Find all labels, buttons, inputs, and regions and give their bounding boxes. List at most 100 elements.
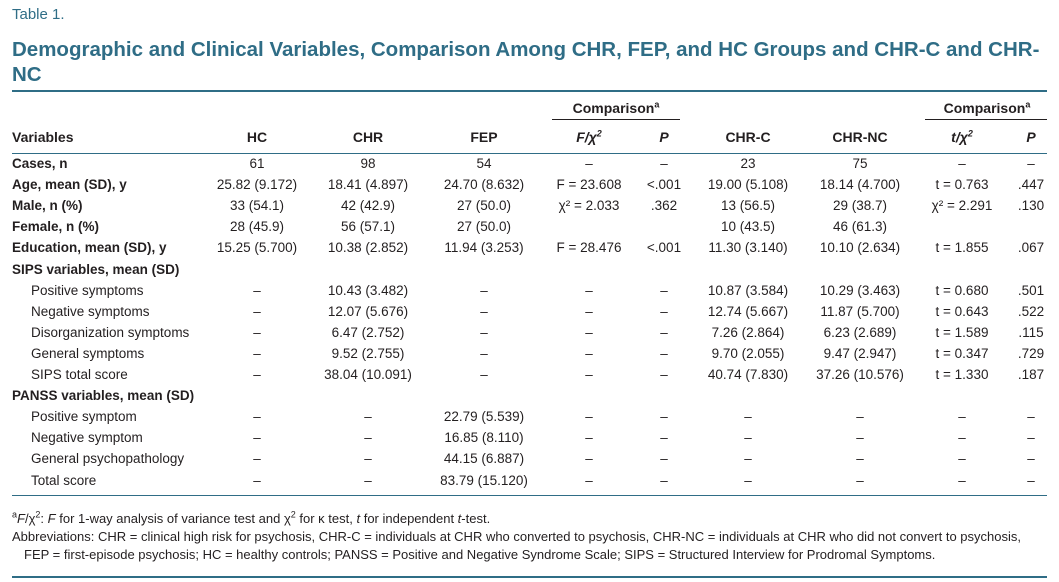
cell-hc: – <box>253 451 261 466</box>
cell-p2: .115 <box>1018 325 1044 340</box>
cell-hc: – <box>253 304 261 319</box>
cell-fep: – <box>480 325 488 340</box>
cell-stat1: – <box>585 304 593 319</box>
col-header-hc: HC <box>246 129 268 145</box>
cell-hc: 28 (45.9) <box>229 219 285 234</box>
cell-chr: – <box>364 451 372 466</box>
cell-p1: – <box>660 325 668 340</box>
cell-fep: 83.79 (15.120) <box>440 473 528 488</box>
col-header-p2: P <box>1026 129 1036 145</box>
cell-chr: 10.38 (2.852) <box>327 240 409 255</box>
cell-p1: – <box>660 156 668 171</box>
cell-chr: 10.43 (3.482) <box>327 283 409 298</box>
cell-stat1: – <box>585 283 593 298</box>
cell-p2: – <box>1027 473 1035 488</box>
col-header-fep: FEP <box>470 129 498 145</box>
cell-p1: <.001 <box>646 240 682 255</box>
cell-stat1: – <box>585 367 593 382</box>
cell-fep: 54 <box>476 156 492 171</box>
cell-stat1: – <box>585 451 593 466</box>
cell-fep: – <box>480 346 488 361</box>
col-header-chr-nc: CHR-NC <box>832 129 888 145</box>
cell-fep: 24.70 (8.632) <box>443 177 525 192</box>
cell-stat2: t = 1.855 <box>935 240 989 255</box>
cell-fep: 27 (50.0) <box>456 219 512 234</box>
cell-chrnc: 10.29 (3.463) <box>819 283 901 298</box>
row-label: Age, mean (SD), y <box>12 177 127 192</box>
col-header-chr: CHR <box>352 129 384 145</box>
cell-hc: 25.82 (9.172) <box>216 177 298 192</box>
row-label: Disorganization symptoms <box>31 325 190 340</box>
row-label: PANSS variables, mean (SD) <box>12 388 195 403</box>
col-header-chr-c: CHR-C <box>725 129 771 145</box>
row-label: SIPS total score <box>31 367 128 382</box>
cell-chrc: 40.74 (7.830) <box>707 367 789 382</box>
cell-chr: 42 (42.9) <box>340 198 396 213</box>
header-rule <box>12 153 1047 154</box>
row-label: Male, n (%) <box>12 198 83 213</box>
cell-stat2: – <box>958 473 966 488</box>
cell-stat1: – <box>585 409 593 424</box>
cell-p1: – <box>660 451 668 466</box>
cell-hc: 15.25 (5.700) <box>216 240 298 255</box>
cell-chrc: 13 (56.5) <box>720 198 776 213</box>
cell-chr: – <box>364 473 372 488</box>
cell-chrc: 12.74 (5.667) <box>707 304 789 319</box>
cell-stat1: – <box>585 325 593 340</box>
cell-chrnc: 6.23 (2.689) <box>823 325 897 340</box>
cell-stat2: t = 0.643 <box>935 304 989 319</box>
abbreviations-line-2: FEP = first-episode psychosis; HC = heal… <box>24 547 936 562</box>
table-title: Demographic and Clinical Variables, Comp… <box>12 38 1040 86</box>
cell-fep: 16.85 (8.110) <box>444 430 524 445</box>
cell-p1: – <box>660 283 668 298</box>
footnote-a: aF/χ2: F for 1-way analysis of variance … <box>12 509 491 526</box>
comparison-underline-1 <box>552 119 680 120</box>
cell-p1: – <box>660 367 668 382</box>
cell-stat1: – <box>585 156 593 171</box>
cell-p2: – <box>1027 430 1035 445</box>
cell-p1: – <box>660 409 668 424</box>
cell-hc: 33 (54.1) <box>229 198 285 213</box>
cell-chrc: – <box>744 451 752 466</box>
cell-p2: .130 <box>1017 198 1045 213</box>
row-label: Education, mean (SD), y <box>12 240 167 255</box>
cell-fep: – <box>480 283 488 298</box>
cell-p2: .187 <box>1017 367 1045 382</box>
col-header-f-chi: F/χ2 <box>576 128 602 145</box>
cell-p1: <.001 <box>646 177 682 192</box>
cell-p2: – <box>1027 451 1035 466</box>
cell-chrnc: 9.47 (2.947) <box>823 346 897 361</box>
cell-chr: 38.04 (10.091) <box>324 367 412 382</box>
cell-hc: – <box>253 325 261 340</box>
cell-chrc: 11.30 (3.140) <box>708 240 788 255</box>
row-label: Female, n (%) <box>12 219 100 234</box>
col-header-t-chi: t/χ2 <box>951 128 973 145</box>
cell-chrnc: 46 (61.3) <box>832 219 888 234</box>
cell-hc: – <box>253 473 261 488</box>
cell-stat2: t = 0.763 <box>935 177 989 192</box>
col-header-p1: P <box>659 129 669 145</box>
cell-p1: .362 <box>650 198 678 213</box>
cell-chrc: – <box>744 473 752 488</box>
abbreviations-line-1: Abbreviations: CHR = clinical high risk … <box>12 529 1021 544</box>
cell-fep: 27 (50.0) <box>456 198 512 213</box>
cell-chr: – <box>364 430 372 445</box>
cell-chrc: 10 (43.5) <box>720 219 776 234</box>
cell-chrnc: 10.10 (2.634) <box>819 240 901 255</box>
cell-stat1: – <box>585 430 593 445</box>
cell-hc: – <box>253 409 261 424</box>
cell-chrnc: – <box>856 409 864 424</box>
cell-chrc: – <box>744 409 752 424</box>
cell-stat2: – <box>958 451 966 466</box>
cell-stat2: t = 1.330 <box>935 367 989 382</box>
cell-chrc: 19.00 (5.108) <box>707 177 789 192</box>
row-label: General psychopathology <box>31 451 185 466</box>
bottom-rule <box>12 576 1047 578</box>
cell-stat2: t = 0.347 <box>935 346 989 361</box>
cell-chr: 18.41 (4.897) <box>327 177 409 192</box>
cell-p2: – <box>1027 409 1035 424</box>
cell-stat2: – <box>958 430 966 445</box>
cell-stat2: – <box>958 409 966 424</box>
cell-chrnc: 37.26 (10.576) <box>816 367 904 382</box>
cell-chr: 98 <box>360 156 376 171</box>
